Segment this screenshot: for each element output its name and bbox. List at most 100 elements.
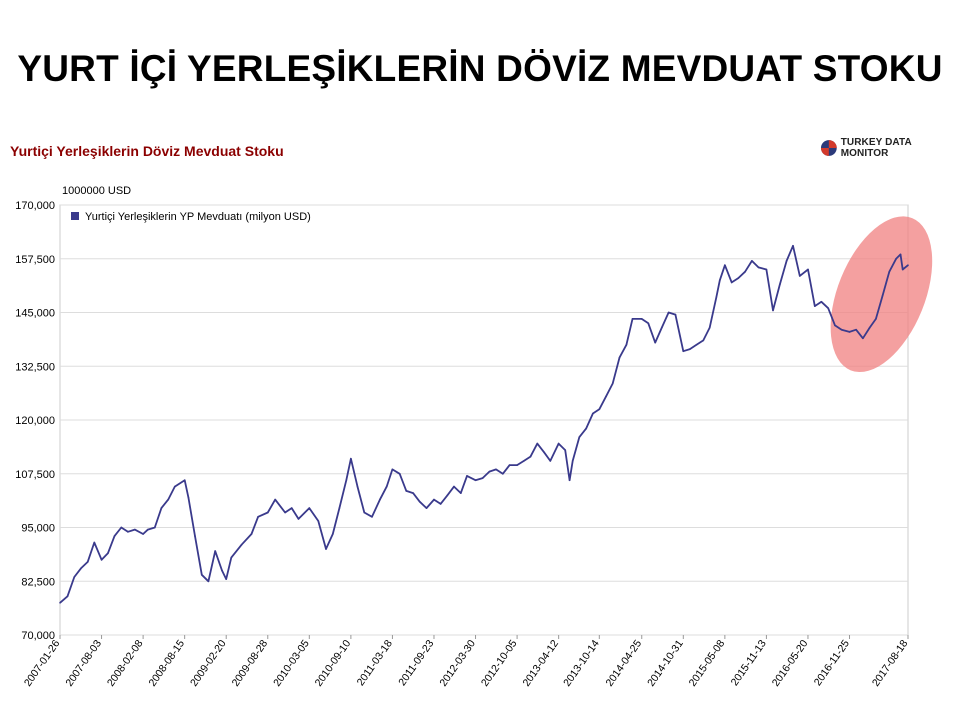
data-point [59,602,61,604]
data-point [290,507,293,509]
data-point [907,264,909,267]
x-tick-label: 2010-09-10 [313,638,354,689]
chart-title: Yurtiçi Yerleşiklerin Döviz Mevduat Stok… [10,143,284,159]
x-tick-label: 2014-10-31 [645,638,686,689]
data-point [654,341,656,344]
data-point [611,382,614,385]
data-point [446,494,449,497]
x-tick-label: 2009-02-20 [188,638,229,689]
data-point [488,470,491,473]
data-point [834,324,836,327]
series-line [59,244,909,604]
data-point [338,507,341,509]
data-point [744,270,746,273]
data-point [543,451,545,454]
data-point [167,498,169,501]
data-point [695,344,698,346]
data-point [174,485,176,488]
logo-text: TURKEY DATA MONITOR [840,137,912,159]
data-point [225,578,227,580]
data-point [757,266,760,269]
data-point [868,326,871,329]
x-tick-label: 2013-10-14 [561,638,602,689]
data-point [888,270,891,273]
data-point [325,548,327,550]
data-point [516,464,518,466]
legend-swatch [71,212,79,220]
data-point [142,533,144,535]
data-point [284,511,286,514]
data-point [724,264,726,267]
data-point [466,475,468,477]
x-tick-label: 2016-11-25 [812,638,852,688]
data-point [568,479,571,482]
data-point [814,305,816,307]
data-point [412,492,414,494]
data-point [785,260,788,262]
data-point [250,533,253,535]
data-point [405,490,408,492]
x-tick-label: 2013-04-12 [520,638,561,689]
y-tick-label: 120,000 [15,415,55,427]
y-tick-label: 145,000 [15,308,55,320]
data-point [661,326,663,329]
data-point [529,455,532,458]
x-tick-label: 2010-03-05 [271,638,312,689]
data-point [618,356,621,359]
data-point [901,268,904,271]
y-tick-label: 170,000 [15,200,55,212]
data-point [474,479,477,482]
data-point [267,511,269,514]
data-point [502,473,504,475]
data-point [385,485,388,488]
data-point [708,326,711,329]
y-tick-label: 95,000 [21,523,55,535]
data-point [214,550,216,552]
data-point [332,533,334,535]
data-point [564,449,566,451]
data-point [689,348,691,350]
data-point [682,350,685,353]
data-point [107,552,109,555]
y-tick-label: 82,500 [21,576,55,588]
data-point [557,442,560,445]
data-point [221,569,223,572]
data-point [862,337,864,340]
data-point [425,507,428,509]
data-point [840,328,843,331]
data-point [881,294,884,297]
data-point [578,436,581,439]
y-tick-label: 157,500 [15,254,55,266]
x-tick-label: 2016-05-20 [770,638,811,689]
data-point [363,511,366,514]
x-tick-label: 2007-08-03 [63,638,104,689]
y-tick-label: 132,500 [15,361,55,373]
data-point [730,281,733,284]
data-point [398,473,401,475]
data-point [772,309,774,312]
data-point [631,318,634,320]
data-point [100,559,103,561]
data-point [257,516,259,518]
data-point [549,460,552,462]
data-point [674,313,677,316]
x-tick-label: 2007-01-26 [22,638,63,689]
data-point [640,318,643,320]
data-point [230,556,233,559]
x-tick-label: 2014-04-25 [604,638,645,689]
data-point [80,567,82,570]
data-point [536,442,539,445]
data-point [895,258,897,260]
data-point [350,457,352,460]
x-tick-label: 2015-05-08 [687,638,728,689]
data-point [187,496,190,499]
data-point [667,311,670,314]
data-point [592,412,594,415]
y-axis-unit-label: 1000000 USD [62,185,132,197]
x-tick-label: 2008-02-08 [105,638,146,689]
data-point [481,477,484,479]
data-point [207,580,210,583]
data-point [274,498,277,501]
data-point [453,485,455,488]
